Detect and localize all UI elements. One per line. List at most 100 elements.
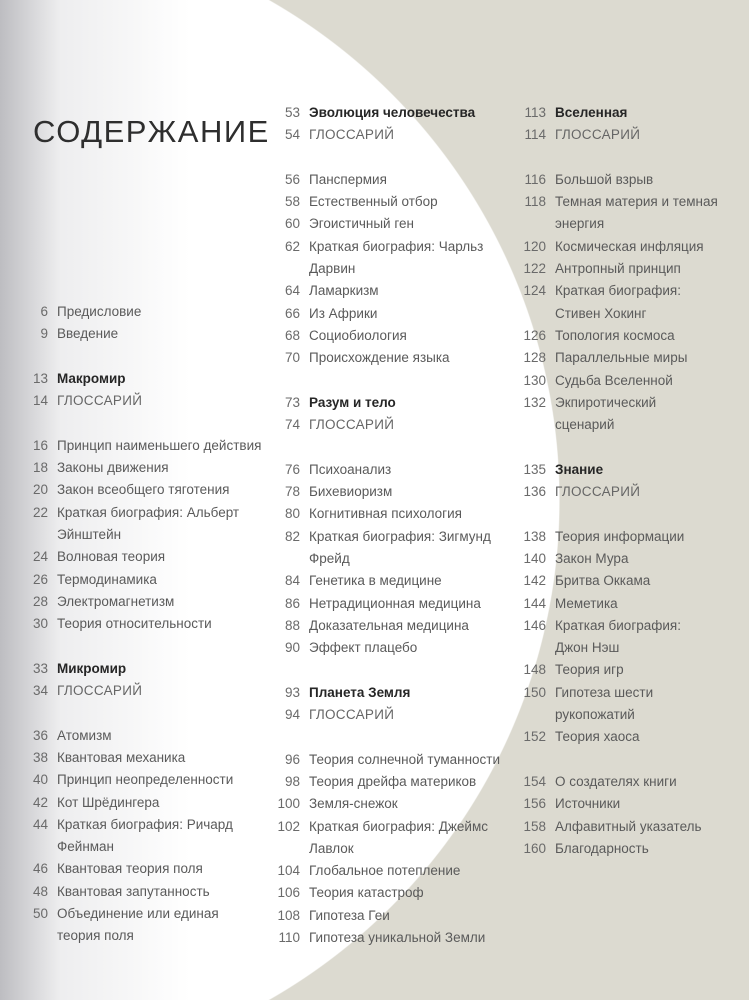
entry-title: Электромагнетизм bbox=[57, 593, 175, 609]
entry-title: ГЛОССАРИЙ bbox=[57, 393, 143, 409]
entry-title: Фрейд bbox=[309, 550, 350, 566]
entry-title: Эволюция человечества bbox=[309, 105, 476, 120]
page-number: 6 bbox=[40, 304, 48, 319]
page-number: 48 bbox=[32, 883, 48, 899]
entry-title: Социобиология bbox=[309, 327, 407, 343]
entry-title: Кот Шрёдингера bbox=[57, 794, 160, 810]
page-number: 102 bbox=[277, 818, 300, 834]
page-number: 138 bbox=[523, 528, 546, 544]
page-number: 18 bbox=[32, 460, 48, 476]
entry-title: О создателях книги bbox=[555, 773, 677, 789]
entry-title: Ламаркизм bbox=[309, 283, 379, 299]
entry-title: Нетрадиционная медицина bbox=[309, 595, 481, 611]
page-number: 34 bbox=[32, 683, 48, 699]
page-number: 46 bbox=[32, 861, 48, 877]
entry-title: Глобальное потепление bbox=[309, 863, 461, 879]
entry-title: Квантовая запутанность bbox=[57, 883, 210, 899]
entry-title: Судьба Вселенной bbox=[555, 372, 673, 388]
entry-title: Джон Нэш bbox=[555, 640, 620, 656]
page-number: 106 bbox=[277, 885, 300, 901]
entry-title: Введение bbox=[57, 326, 119, 342]
entry-title: Фейнман bbox=[57, 839, 115, 855]
page-number: 82 bbox=[284, 528, 300, 544]
entry-title: Закон всеобщего тяготения bbox=[57, 482, 230, 498]
entry-title: Знание bbox=[555, 461, 604, 477]
page-number: 136 bbox=[523, 484, 546, 500]
entry-title: Меметика bbox=[555, 595, 618, 611]
page-number: 56 bbox=[284, 171, 300, 187]
page-number: 110 bbox=[278, 929, 300, 945]
entry-title: Естественный отбор bbox=[309, 194, 438, 210]
page-number: 132 bbox=[523, 394, 546, 410]
entry-title: Лавлок bbox=[309, 840, 354, 856]
page-number: 160 bbox=[523, 840, 546, 856]
entry-title: Вселенная bbox=[555, 105, 628, 120]
page-number: 98 bbox=[284, 773, 300, 789]
entry-title: Краткая биография: Чарльз bbox=[309, 238, 484, 254]
entry-title: Алфавитный указатель bbox=[555, 818, 702, 834]
page-number: 78 bbox=[284, 484, 300, 500]
entry-title: Антропный принцип bbox=[555, 261, 681, 277]
entry-title: Закон Мура bbox=[555, 550, 629, 566]
entry-title: Квантовая теория поля bbox=[57, 861, 203, 877]
page-number: 68 bbox=[284, 327, 300, 343]
page-number: 128 bbox=[523, 350, 546, 366]
page-number: 76 bbox=[284, 461, 300, 477]
page-number: 118 bbox=[524, 194, 546, 210]
page-number: 126 bbox=[523, 327, 546, 343]
page-number: 44 bbox=[32, 816, 48, 832]
entry-title: Краткая биография: bbox=[555, 617, 681, 633]
entry-title: Принцип наименьшего действия bbox=[57, 437, 262, 453]
entry-title: Разум и тело bbox=[309, 394, 396, 410]
entry-title: энергия bbox=[555, 216, 605, 232]
page-number: 114 bbox=[524, 127, 546, 143]
entry-title: Теория хаоса bbox=[555, 729, 640, 745]
page-number: 116 bbox=[524, 171, 546, 187]
page-number: 50 bbox=[32, 906, 48, 922]
entry-title: Бихевиоризм bbox=[309, 484, 393, 500]
page-number: 94 bbox=[284, 707, 300, 723]
page-number: 130 bbox=[523, 372, 546, 388]
page-number: 13 bbox=[32, 370, 48, 386]
page-number: 38 bbox=[32, 749, 48, 765]
entry-title: Теория игр bbox=[555, 662, 624, 678]
entry-title: Предисловие bbox=[57, 304, 142, 319]
page-number: 30 bbox=[32, 616, 48, 632]
entry-title: Когнитивная психология bbox=[309, 506, 462, 522]
entry-title: Бритва Оккама bbox=[555, 573, 651, 589]
entry-title: Доказательная медицина bbox=[309, 617, 469, 633]
entry-title: Краткая биография: Зигмунд bbox=[309, 528, 491, 544]
page-number: 144 bbox=[523, 595, 546, 611]
page-number: 146 bbox=[523, 617, 546, 633]
page-number: 150 bbox=[523, 684, 546, 700]
entry-title: Космическая инфляция bbox=[555, 238, 704, 254]
entry-title: рукопожатий bbox=[555, 707, 635, 723]
entry-title: Параллельные миры bbox=[555, 350, 688, 366]
page-number: 148 bbox=[523, 662, 546, 678]
page-number: 66 bbox=[284, 305, 300, 321]
entry-title: Термодинамика bbox=[57, 571, 157, 587]
entry-title: Источники bbox=[555, 796, 621, 812]
entry-title: Принцип неопределенности bbox=[57, 772, 234, 788]
entry-title: Теория солнечной туманности bbox=[309, 751, 501, 767]
entry-title: Эгоистичный ген bbox=[309, 216, 414, 232]
page-number: 40 bbox=[32, 772, 48, 788]
page-number: 33 bbox=[32, 660, 48, 676]
entry-title: ГЛОССАРИЙ bbox=[555, 127, 641, 143]
page-number: 74 bbox=[284, 417, 300, 433]
page-number: 154 bbox=[523, 773, 546, 789]
page-number: 108 bbox=[277, 907, 300, 923]
page-number: 96 bbox=[284, 751, 300, 767]
page-number: 42 bbox=[32, 794, 48, 810]
entry-title: Стивен Хокинг bbox=[555, 305, 647, 321]
page-number: 54 bbox=[284, 127, 300, 143]
page-number: 20 bbox=[32, 482, 48, 498]
entry-title: Волновая теория bbox=[57, 549, 166, 565]
entry-title: ГЛОССАРИЙ bbox=[309, 707, 395, 723]
page-number: 158 bbox=[523, 818, 546, 834]
entry-title: Дарвин bbox=[309, 261, 356, 277]
page-number: 14 bbox=[32, 393, 48, 409]
entry-title: ГЛОССАРИЙ bbox=[309, 127, 395, 143]
entry-title: Законы движения bbox=[57, 460, 169, 476]
entry-title: Краткая биография: Ричард bbox=[57, 816, 233, 832]
